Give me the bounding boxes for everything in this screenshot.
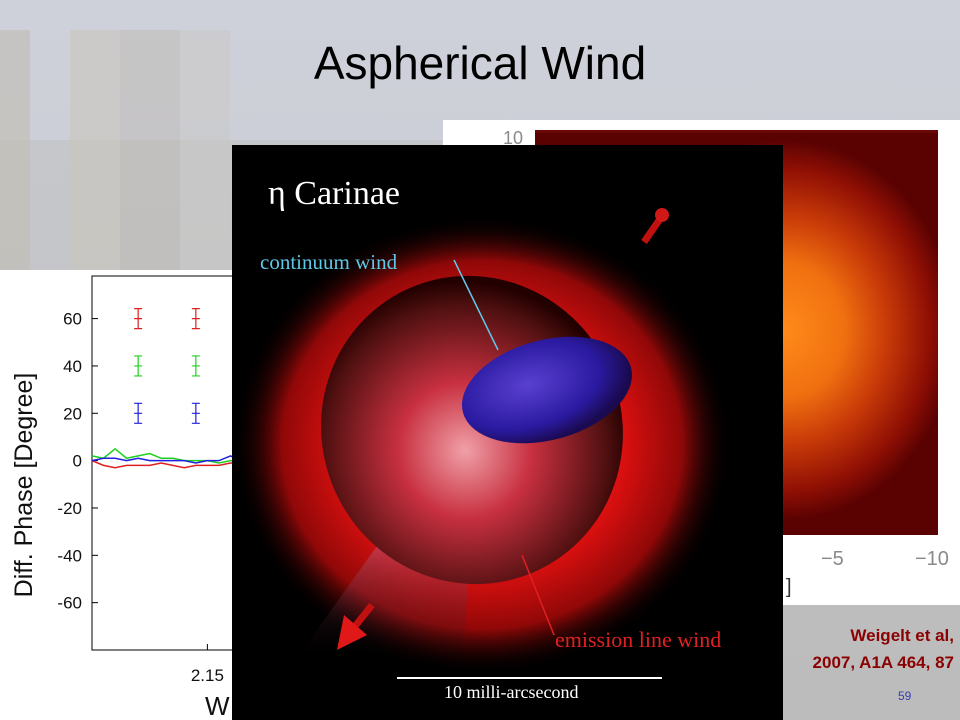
axis-arrow-top-icon — [641, 208, 669, 244]
tick-label-x2: −10 — [915, 548, 949, 570]
citation: Weigelt et al, 2007, A1A 464, 87 — [813, 622, 954, 676]
error-bar — [191, 308, 200, 330]
citation-line-2: 2007, A1A 464, 87 — [812, 653, 954, 672]
axes-frame — [91, 275, 240, 651]
image-title: η Carinae — [268, 175, 400, 212]
axis-arrow-bottom-icon — [337, 602, 375, 650]
citation-line-1: Weigelt et al, — [850, 626, 954, 645]
tick-label-x1: −5 — [821, 548, 844, 570]
x-axis-label-fragment: W — [205, 691, 230, 720]
error-bar — [134, 308, 143, 330]
series-line — [91, 455, 240, 464]
error-bar — [191, 402, 200, 424]
y-tick-label: 40 — [63, 357, 82, 376]
eta-carinae-illustration: η Carinae continuum wind emission line w… — [232, 145, 783, 720]
error-bar — [191, 355, 200, 377]
error-bar — [134, 355, 143, 377]
nebula-graphic — [232, 208, 732, 679]
phase-plot-panel — [0, 270, 240, 720]
diff-phase-chart: 60 40 20 0 -20 -40 -60 2.15 Diff. Phase [Degree… — [10, 275, 240, 720]
axis-label-fragment: ] — [786, 576, 792, 598]
continuum-pointer — [453, 259, 499, 351]
y-tick-label: 20 — [63, 404, 82, 423]
y-tick-label: 60 — [63, 310, 82, 329]
emission-pointer — [521, 554, 555, 636]
page-number: 59 — [898, 689, 912, 703]
error-bar — [134, 402, 143, 424]
y-axis-label: Diff. Phase [Degree] — [10, 373, 38, 598]
continuum-wind-core — [461, 336, 633, 444]
scale-bar-label: 10 milli-arcsecond — [444, 682, 579, 702]
tick-label-top: 10 — [503, 128, 524, 148]
y-tick-label: -60 — [57, 594, 82, 613]
continuum-wind-label: continuum wind — [260, 250, 398, 274]
x-tick-label: 2.15 — [191, 666, 224, 685]
y-tick-label: 0 — [73, 452, 82, 471]
y-tick-label: -20 — [57, 499, 82, 518]
y-tick-label: -40 — [57, 546, 82, 565]
slide-title: Aspherical Wind — [313, 37, 647, 89]
emission-line-wind-label: emission line wind — [555, 627, 722, 652]
